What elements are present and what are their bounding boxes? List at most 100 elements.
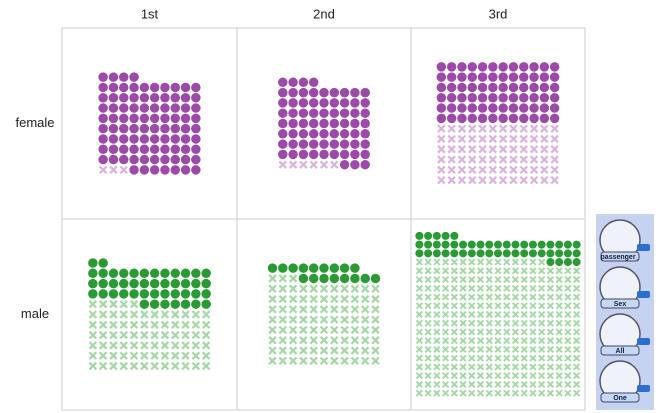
x-stroke — [299, 305, 308, 314]
unit-survived — [360, 118, 370, 129]
unit-died — [511, 354, 520, 362]
unit-died — [330, 315, 339, 324]
x-stroke — [468, 354, 476, 362]
x-stroke — [494, 267, 502, 275]
unit-survived — [191, 165, 201, 175]
x-stroke — [268, 294, 277, 304]
unit-died — [476, 258, 485, 266]
unit-died — [350, 305, 360, 314]
unit-died — [268, 356, 277, 366]
unit-died — [485, 284, 493, 292]
unit-died — [340, 336, 349, 345]
unit-survived — [537, 249, 546, 258]
x-stroke — [98, 341, 108, 350]
unit-survived — [98, 113, 108, 124]
unit-died — [424, 372, 432, 380]
unit-died — [299, 294, 308, 304]
unit-died — [415, 267, 423, 275]
x-stroke — [564, 275, 572, 284]
x-stroke — [476, 345, 485, 354]
unit-survived — [519, 82, 529, 93]
unit-died — [330, 284, 339, 293]
unit-died — [573, 302, 581, 310]
unit-died — [442, 275, 450, 284]
unit-survived — [528, 240, 537, 249]
x-stroke — [278, 356, 288, 366]
unit-survived — [329, 149, 340, 160]
unit-died — [494, 345, 502, 354]
unit-survived — [180, 123, 191, 134]
unit-died — [309, 305, 318, 314]
unit-died — [459, 310, 467, 319]
unit-died — [450, 284, 458, 292]
x-stroke — [415, 337, 423, 345]
x-stroke — [546, 319, 554, 327]
x-stroke — [129, 310, 139, 319]
unit-survived — [350, 149, 360, 160]
x-stroke — [459, 337, 467, 345]
x-stroke — [424, 319, 432, 327]
unit-died — [433, 302, 441, 310]
x-stroke — [278, 346, 288, 355]
x-stroke — [511, 284, 520, 292]
unit-died — [88, 330, 98, 340]
unit-survived — [191, 134, 201, 144]
unit-survived — [149, 278, 160, 289]
unit-died — [494, 354, 502, 362]
unit-survived — [278, 87, 288, 98]
x-stroke — [546, 275, 554, 284]
unit-died — [350, 294, 360, 304]
unit-died — [573, 389, 581, 397]
unit-survived — [339, 263, 350, 273]
x-stroke — [478, 165, 487, 175]
unit-survived — [308, 108, 319, 118]
unit-died — [319, 336, 329, 345]
x-stroke — [468, 258, 476, 266]
unit-survived — [329, 98, 340, 108]
unit-survived — [308, 129, 319, 139]
unit-survived — [549, 103, 560, 113]
unit-died — [88, 310, 98, 319]
unit-survived — [298, 98, 309, 108]
x-stroke — [119, 330, 128, 340]
x-stroke — [573, 372, 581, 380]
x-stroke — [150, 361, 159, 371]
unit-died — [433, 310, 441, 319]
unit-died — [437, 124, 446, 133]
unit-died — [433, 345, 441, 354]
unit-survived — [555, 258, 564, 267]
unit-died — [564, 293, 572, 301]
x-stroke — [319, 284, 329, 293]
unit-died — [442, 302, 450, 310]
tool-label: One — [613, 395, 627, 402]
x-stroke — [546, 293, 554, 301]
x-stroke — [529, 319, 537, 327]
x-stroke — [476, 275, 485, 284]
x-stroke — [540, 165, 549, 175]
unit-survived — [539, 72, 550, 82]
x-stroke — [503, 328, 511, 336]
unit-died — [278, 346, 288, 355]
unit-survived — [170, 93, 180, 103]
unit-died — [538, 284, 546, 292]
unit-died — [555, 354, 563, 362]
x-stroke — [573, 363, 581, 371]
x-stroke — [119, 361, 128, 371]
x-stroke — [494, 258, 502, 266]
x-stroke — [160, 351, 170, 360]
unit-died — [299, 336, 308, 345]
unit-survived — [450, 231, 459, 240]
unit-survived — [477, 93, 488, 103]
x-stroke — [459, 354, 467, 362]
unit-died — [181, 320, 190, 330]
x-stroke — [109, 341, 118, 350]
unit-died — [573, 372, 581, 380]
unit-died — [350, 315, 360, 324]
x-stroke — [529, 145, 539, 154]
unit-died — [529, 328, 537, 336]
unit-died — [538, 302, 546, 310]
x-stroke — [150, 351, 159, 360]
unit-died — [424, 293, 432, 301]
unit-died — [546, 310, 554, 319]
unit-survived — [319, 118, 329, 129]
